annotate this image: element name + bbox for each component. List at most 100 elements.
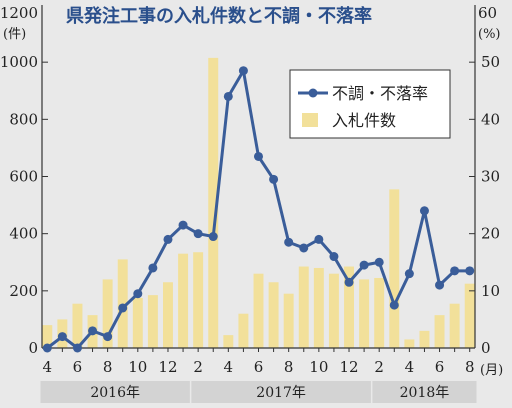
bar-2018-04 [404,339,415,348]
y-right-tick-label: 20 [481,225,500,243]
rate-point-2017-09 [299,243,309,253]
bar-2016-08 [102,279,113,348]
year-label: 2018年 [400,385,450,401]
year-band-2017年 [191,381,371,403]
rate-point-2017-08 [284,237,294,247]
axes [41,5,476,352]
x-tick-label: 2 [374,358,384,376]
legend-line-marker [308,88,318,98]
rate-point-2017-01 [178,220,188,230]
x-tick-label: 8 [284,358,294,376]
x-tick-label: 4 [43,358,53,376]
bar-2017-10 [313,267,324,348]
rate-point-2016-06 [72,343,82,353]
bar-2016-10 [132,297,143,348]
bar-2017-05 [238,313,249,348]
y-right-tick-label: 30 [481,168,500,186]
y-right-tick-label: 10 [481,282,500,300]
rate-point-2016-11 [148,263,158,273]
rate-point-2017-02 [193,229,203,239]
rate-point-2016-12 [163,234,173,244]
bar-2017-12 [344,266,355,348]
x-tick-label: 10 [128,358,147,376]
bar-2016-12 [162,282,173,348]
y-right-tick-label: 0 [481,339,491,357]
rate-point-2016-10 [133,289,143,299]
rate-point-2016-05 [57,332,67,342]
y-left-tick-label: 400 [9,225,38,243]
x-tick-label: 6 [73,358,83,376]
rate-point-2018-01 [359,260,369,270]
x-tick-label: 4 [405,358,415,376]
rate-point-2016-09 [118,303,128,313]
x-tick-label: 12 [339,358,358,376]
bar-2017-02 [193,252,204,348]
rate-point-2017-03 [208,232,218,242]
y-left-top-label: 1200 [0,4,38,22]
bar-2017-06 [253,273,264,348]
year-bands: 2016年 2017年 2018年 [40,381,477,403]
rate-point-2016-08 [103,332,113,342]
bar-2016-04 [42,325,53,348]
x-tick-label: 4 [224,358,234,376]
rate-point-2017-06 [254,151,263,161]
bar-2017-08 [283,293,294,348]
bar-2017-01 [178,253,189,348]
y-left-unit: (件) [3,27,26,42]
rate-point-2018-08 [465,266,475,276]
x-tick-label: 6 [254,358,264,376]
rate-point-2018-07 [450,266,460,276]
x-tick-label: 8 [103,358,113,376]
y-left-tick-label: 200 [9,282,38,300]
rate-point-2016-04 [42,343,52,353]
x-tick-label: 10 [309,358,328,376]
bar-2016-06 [72,303,83,348]
year-band-2018年 [372,381,477,403]
bar-2017-07 [268,282,279,348]
bar-2017-04 [223,335,234,348]
y-left-tick-label: 1000 [0,53,38,71]
legend-bar-swatch [302,113,318,127]
year-label: 2016年 [90,385,140,401]
legend: 不調・不落率 入札件数 [289,69,451,139]
bar-2018-01 [359,279,370,348]
rate-point-2018-06 [435,280,445,290]
x-tick-label: 8 [465,358,475,376]
bar-2018-08 [464,283,475,348]
rate-point-2017-12 [344,277,354,287]
bar-2018-06 [434,315,445,348]
bar-2017-03 [208,57,219,349]
bar-2016-11 [147,295,158,348]
bar-2018-02 [374,277,385,348]
rate-point-2018-03 [389,300,399,310]
y-left-tick-label: 800 [9,110,38,128]
bar-series [42,57,475,349]
line-series [42,66,475,353]
rate-point-2018-04 [404,269,414,279]
y-right-tick-label: 50 [481,53,500,71]
rate-point-2017-10 [314,234,324,244]
rate-point-2016-07 [88,326,98,336]
year-label: 2017年 [256,385,306,401]
rate-point-2017-04 [223,91,233,101]
rate-point-2018-05 [419,206,429,216]
x-tick-label: 6 [435,358,445,376]
rate-point-2017-11 [329,252,339,262]
y-right-unit: (%) [478,27,501,42]
x-unit: (月) [480,363,503,378]
chart-title: 県発注工事の入札件数と不調・不落率 [66,5,372,27]
rate-point-2017-05 [238,66,248,76]
y-right-tick-label: 40 [481,110,500,128]
bar-2017-11 [328,273,339,348]
x-tick-label: 2 [193,358,203,376]
rate-point-2018-02 [374,257,384,267]
y-left-tick-label: 0 [28,339,38,357]
bar-2018-07 [449,303,460,348]
legend-bar-label: 入札件数 [332,111,396,130]
bar-2018-05 [419,330,430,348]
rate-point-2017-07 [269,174,279,184]
title-backdrop [62,3,470,29]
year-band-2016年 [40,381,190,403]
